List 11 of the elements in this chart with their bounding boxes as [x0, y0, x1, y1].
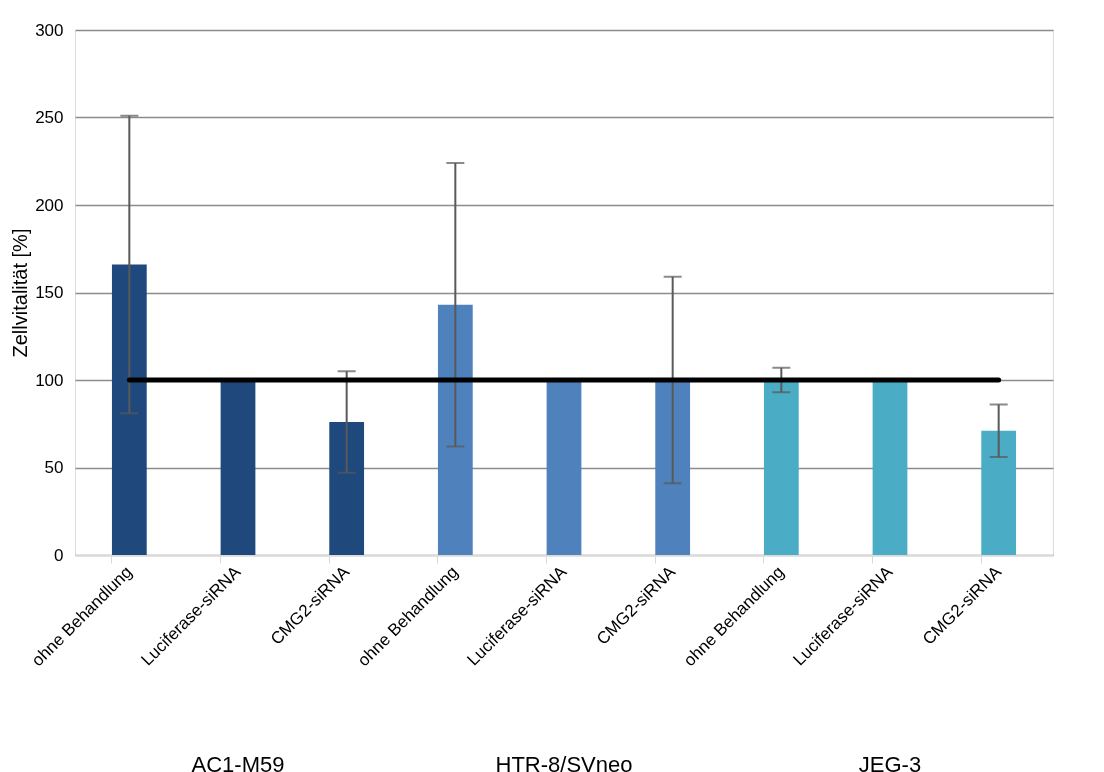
y-tick-label: 250 — [35, 108, 64, 127]
y-tick-label: 200 — [35, 195, 64, 215]
text: AC1-M59 — [191, 752, 285, 772]
y-tick-label: 300 — [35, 20, 64, 40]
y-axis-title: Zellvitalität [%] — [9, 228, 32, 358]
y-tick-label: 100 — [35, 370, 64, 390]
y-tick-label: 150 — [35, 283, 64, 302]
text: HTR-8/SVneo — [495, 752, 633, 772]
y-tick-label: 50 — [44, 458, 64, 477]
text: JEG-3 — [858, 752, 922, 772]
y-tick-label: 0 — [54, 545, 64, 565]
